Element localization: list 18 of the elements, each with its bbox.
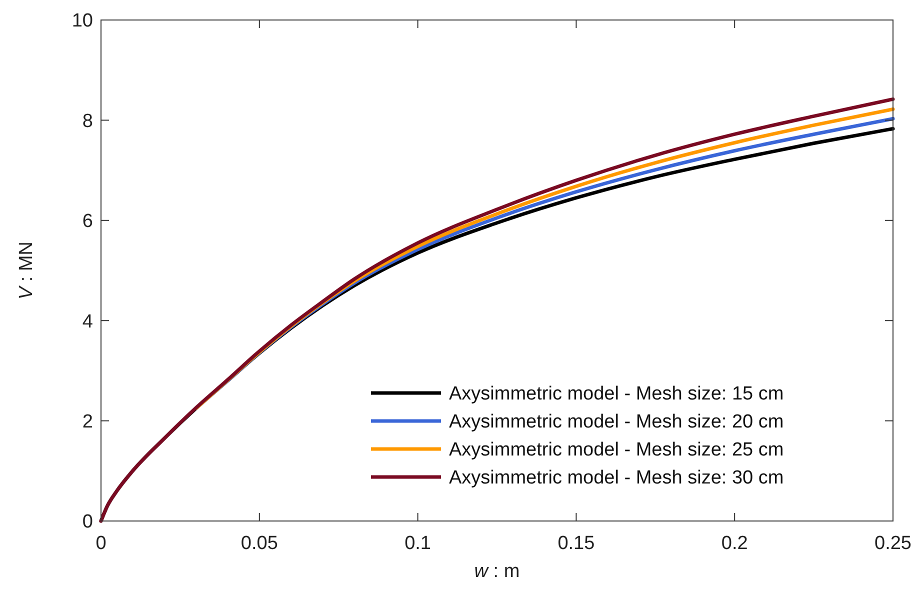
x-tick-label: 0.1 [404, 533, 432, 554]
y-axis-title: V : MN [16, 241, 37, 300]
legend-label: Axysimmetric model - Mesh size: 30 cm [449, 468, 784, 489]
y-tick-label: 2 [82, 411, 93, 432]
legend-label: Axysimmetric model - Mesh size: 25 cm [449, 440, 784, 461]
x-tick-label: 0.25 [874, 533, 912, 554]
y-tick-label: 8 [82, 110, 93, 132]
legend-label: Axysimmetric model - Mesh size: 15 cm [449, 384, 784, 405]
y-tick-label: 6 [82, 211, 93, 232]
x-tick-label: 0.05 [240, 533, 278, 554]
x-tick-label: 0 [96, 533, 106, 554]
y-tick-label: 0 [82, 512, 93, 533]
y-tick-label: 10 [72, 10, 93, 32]
legend-label: Axysimmetric model - Mesh size: 20 cm [449, 412, 784, 433]
y-tick-label: 4 [82, 311, 94, 332]
x-tick-label: 0.2 [721, 533, 748, 554]
x-tick-label: 0.15 [558, 533, 595, 554]
x-axis-title: w : m [474, 561, 520, 582]
